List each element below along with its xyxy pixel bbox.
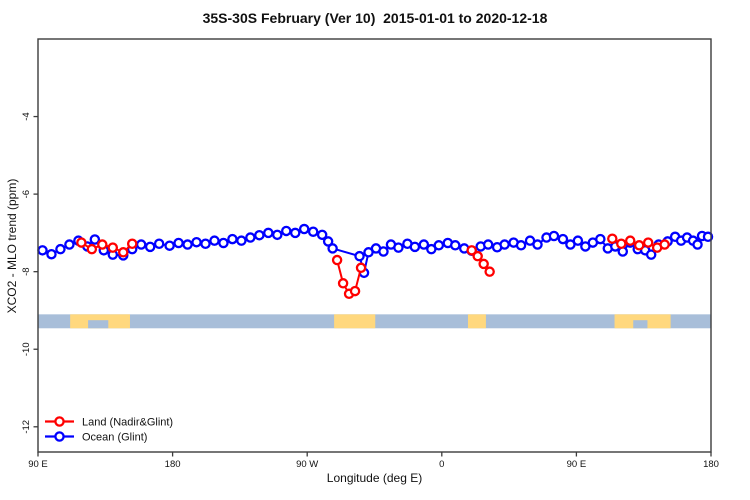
ocean-series-point bbox=[135, 239, 147, 250]
ocean-series-point bbox=[482, 239, 494, 250]
legend-label-ocean: Ocean (Glint) bbox=[82, 431, 147, 443]
ocean-series-point bbox=[200, 238, 211, 250]
land-series-point bbox=[478, 258, 489, 270]
x-tick-label: 90 W bbox=[296, 459, 318, 470]
ocean-series-point bbox=[191, 236, 202, 248]
ocean-series-point bbox=[55, 243, 66, 255]
chart-title: 35S-30S February (Ver 10) 2015-01-01 to … bbox=[202, 10, 548, 26]
land-series-point bbox=[126, 238, 138, 250]
ocean-series-point bbox=[409, 241, 421, 253]
ocean-series-point bbox=[173, 237, 184, 249]
land-series-point bbox=[337, 278, 349, 289]
land-series-point bbox=[484, 266, 495, 277]
y-tick-label: -12 bbox=[21, 420, 32, 434]
y-axis-title: XCO2 - MLO trend (ppm) bbox=[5, 178, 19, 314]
ocean-series-point bbox=[46, 248, 57, 260]
ocean-series-point bbox=[37, 245, 48, 256]
ocean-series-point bbox=[289, 227, 301, 239]
ocean-series-point bbox=[418, 239, 430, 250]
ocean-series-point bbox=[515, 240, 527, 251]
ocean-series-point bbox=[153, 238, 165, 250]
ocean-series-point bbox=[89, 234, 101, 245]
land-series-point bbox=[107, 242, 119, 253]
land-series-point bbox=[76, 237, 87, 248]
map-strip-land-south-africa bbox=[467, 314, 486, 329]
map-strip-notch-australia-repeat bbox=[633, 320, 648, 329]
y-tick-label: -10 bbox=[21, 342, 32, 356]
ocean-series-point bbox=[322, 236, 334, 247]
ocean-series-point bbox=[164, 240, 175, 251]
ocean-series-point bbox=[557, 233, 569, 245]
ocean-series-point bbox=[645, 249, 657, 260]
y-tick-label: -4 bbox=[21, 112, 32, 120]
ocean-series-point bbox=[254, 229, 265, 241]
legend-label-land: Land (Nadir&Glint) bbox=[82, 416, 173, 428]
x-tick-label: 90 E bbox=[567, 459, 587, 470]
ocean-series-point bbox=[327, 243, 338, 254]
ocean-series-point bbox=[245, 232, 256, 243]
ocean-series-point bbox=[548, 230, 560, 242]
ocean-series-point bbox=[64, 239, 75, 250]
x-tick-label: 90 E bbox=[28, 459, 48, 470]
x-axis-title: Longitude (deg E) bbox=[326, 471, 423, 485]
land-series-point bbox=[97, 239, 108, 250]
land-series-point bbox=[624, 235, 636, 246]
ocean-series-point bbox=[182, 239, 193, 250]
plot-border bbox=[37, 38, 712, 453]
ocean-series-point bbox=[316, 229, 328, 241]
land-series-point bbox=[659, 239, 670, 250]
ocean-series-point bbox=[272, 229, 283, 241]
ocean-series-point bbox=[281, 225, 292, 237]
land-series-point bbox=[642, 237, 654, 248]
land-series-point bbox=[466, 245, 477, 256]
land-series-point bbox=[472, 250, 483, 262]
ocean-series-point bbox=[298, 223, 310, 235]
x-tick-label: 180 bbox=[703, 459, 719, 470]
y-tick-label: -8 bbox=[21, 267, 32, 275]
ocean-series-point bbox=[354, 250, 365, 262]
ocean-series-point bbox=[572, 235, 584, 246]
ocean-series-point bbox=[236, 235, 247, 246]
ocean-series-point bbox=[702, 231, 714, 243]
x-tick-label: 180 bbox=[165, 459, 181, 470]
land-series-point bbox=[349, 285, 361, 297]
ocean-series-point bbox=[209, 235, 220, 246]
land-series-point bbox=[117, 247, 129, 258]
ocean-series-point bbox=[263, 227, 274, 239]
ocean-series-point bbox=[307, 226, 319, 237]
land-series-point bbox=[616, 238, 627, 250]
land-series-point bbox=[86, 243, 98, 255]
legend-marker-ocean bbox=[54, 431, 65, 442]
ocean-series-point bbox=[450, 240, 461, 251]
map-strip-notch-australia bbox=[88, 320, 109, 329]
ocean-series-point bbox=[393, 242, 404, 253]
ocean-series-point bbox=[499, 239, 510, 250]
y-tick-label: -6 bbox=[21, 190, 32, 198]
legend-marker-land bbox=[54, 416, 65, 427]
map-strip-land-south-america bbox=[334, 314, 376, 329]
land-series-point bbox=[633, 240, 645, 251]
x-tick-label: 0 bbox=[439, 459, 444, 470]
ocean-series-point bbox=[692, 239, 703, 250]
ocean-series-point bbox=[595, 233, 606, 245]
land-series-point bbox=[355, 262, 367, 274]
ocean-series-point bbox=[144, 241, 156, 253]
land-series-point bbox=[607, 233, 618, 244]
ocean-series-point bbox=[433, 240, 445, 251]
ocean-series-point bbox=[227, 233, 238, 245]
ocean-series-point bbox=[532, 239, 543, 250]
ocean-series-point bbox=[218, 237, 229, 249]
land-series-point bbox=[331, 254, 343, 266]
ocean-series-point bbox=[378, 246, 389, 257]
